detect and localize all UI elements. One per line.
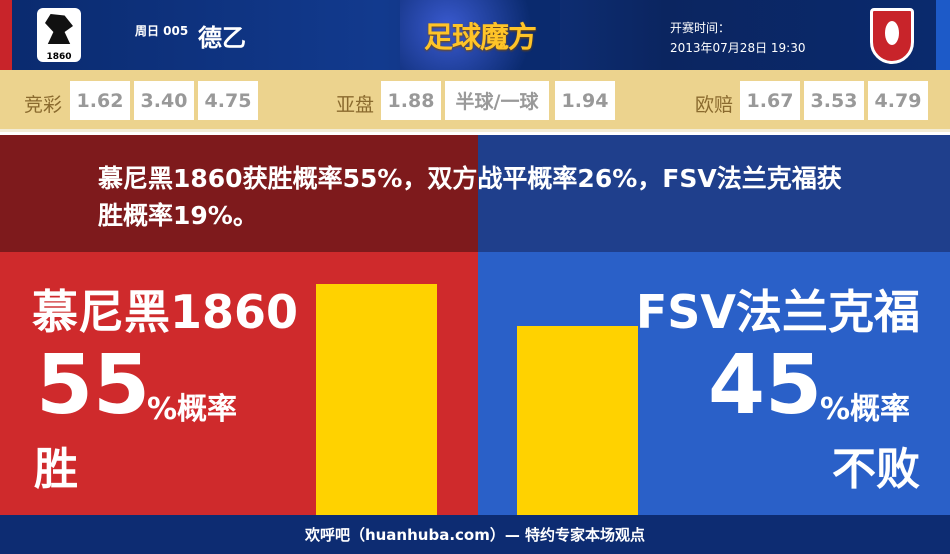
away-percent-unit: %概率 [820, 392, 911, 427]
jingcai-loss: 4.75 [198, 81, 258, 120]
ouzhi-win: 1.67 [740, 81, 800, 120]
kickoff-info: 开赛时间： 2013年07月28日 19:30 [670, 18, 805, 58]
ouzhi-label: 欧赔 [695, 94, 734, 116]
away-outcome: 不败 [832, 444, 920, 495]
home-color-strip [0, 0, 12, 70]
jingcai-win: 1.62 [70, 81, 130, 120]
jingcai-draw: 3.40 [134, 81, 194, 120]
match-round: 周日 005 [135, 24, 189, 38]
kickoff-label: 开赛时间： [670, 21, 731, 35]
away-color-strip [936, 0, 950, 70]
home-team-logo: 1860 [37, 8, 81, 62]
away-percent: 45 [708, 338, 823, 433]
home-percent: 55 [36, 338, 151, 433]
odds-bar: 竞彩 1.62 3.40 4.75 亚盘 1.88 半球/一球 1.94 欧赔 … [0, 70, 950, 132]
home-logo-text: 1860 [46, 52, 72, 62]
yapan-home: 1.88 [381, 81, 441, 120]
jingcai-label: 竞彩 [24, 94, 63, 116]
probability-summary: 慕尼黑1860获胜概率55%，双方战平概率26%，FSV法兰克福获胜概率19%。 [98, 164, 842, 230]
yapan-handicap: 半球/一球 [445, 81, 549, 120]
yapan-away: 1.94 [555, 81, 615, 120]
away-team-name: FSV法兰克福 [635, 285, 920, 339]
brand-text: 足球魔方 [423, 20, 537, 54]
summary-bg-away [478, 135, 950, 252]
kickoff-time: 2013年07月28日 19:30 [670, 41, 806, 55]
ouzhi-loss: 4.79 [868, 81, 928, 120]
match-header: 1860 周日 005 德乙 足球魔方 开赛时间： 2013年07月28日 19:… [0, 0, 950, 70]
away-team-logo [870, 8, 914, 64]
summary-bg-home [0, 135, 478, 252]
away-probability-bar [517, 326, 638, 515]
home-probability-bar [316, 284, 437, 515]
footer-credit: 欢呼吧（huanhuba.com）— 特约专家本场观点 [0, 515, 950, 554]
home-outcome: 胜 [34, 444, 78, 495]
home-percent-unit: %概率 [147, 392, 238, 427]
ouzhi-draw: 3.53 [804, 81, 864, 120]
home-team-name: 慕尼黑1860 [32, 285, 299, 339]
league-name: 德乙 [198, 24, 246, 52]
brand-logo: 足球魔方 [400, 0, 560, 70]
yapan-label: 亚盘 [336, 94, 375, 116]
